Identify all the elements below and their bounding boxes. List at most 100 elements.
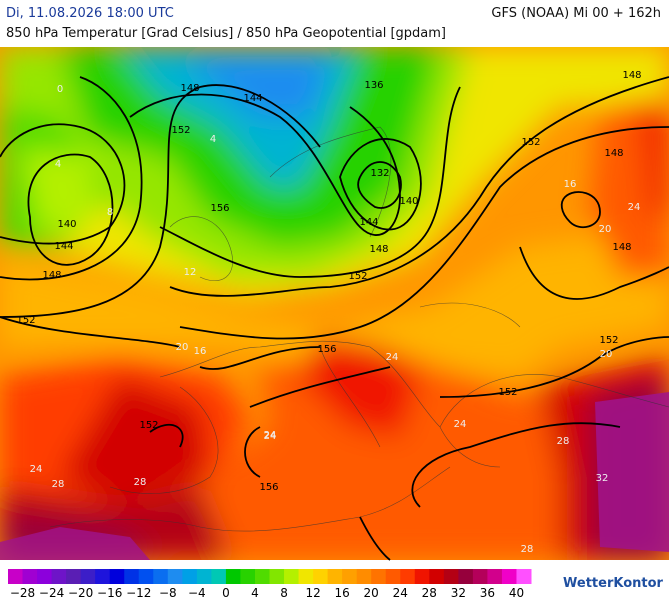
colorbar-label: −8 bbox=[159, 586, 177, 600]
coastlines bbox=[49, 126, 669, 532]
datetime: Di, 11.08.2026 18:00 UTC bbox=[6, 6, 174, 21]
colorbar-swatch bbox=[240, 569, 256, 584]
colorbar-swatch bbox=[254, 569, 270, 584]
contour-label: 136 bbox=[364, 80, 383, 91]
colorbar-swatch bbox=[284, 569, 300, 584]
colorbar-swatch bbox=[501, 569, 517, 584]
isotherm-label: 20 bbox=[599, 224, 612, 235]
isotherm-label: 8 bbox=[107, 207, 113, 218]
colorbar-swatch bbox=[138, 569, 154, 584]
isotherm-label: 28 bbox=[52, 479, 65, 490]
colorbar-swatch bbox=[8, 569, 24, 584]
colorbar-swatch bbox=[414, 569, 430, 584]
colorbar-swatch bbox=[371, 569, 387, 584]
colorbar-swatch bbox=[109, 569, 125, 584]
isotherm-label: 0 bbox=[57, 84, 63, 95]
colorbar-label: −24 bbox=[39, 586, 64, 600]
contour-label: 152 bbox=[171, 125, 190, 136]
isotherm-label: 24 bbox=[264, 431, 277, 442]
isotherm-label: 24 bbox=[454, 419, 467, 430]
contour-label: 156 bbox=[210, 203, 229, 214]
model-run: GFS (NOAA) Mi 00 + 162h bbox=[491, 6, 661, 21]
colorbar-swatch bbox=[269, 569, 285, 584]
contour-label: 148 bbox=[369, 244, 388, 255]
colorbar-swatch bbox=[472, 569, 488, 584]
isotherm-label: 24 bbox=[628, 202, 641, 213]
map: 148 144 152 140 144 148 152 136 132 140 144 148 152 1… bbox=[0, 47, 669, 561]
colorbar-swatch bbox=[327, 569, 343, 584]
colorbar-swatch bbox=[429, 569, 445, 584]
isotherm-label: 28 bbox=[557, 436, 570, 447]
colorbar-swatch bbox=[443, 569, 459, 584]
colorbar-label: 0 bbox=[222, 586, 230, 600]
contour-label: 152 bbox=[521, 137, 540, 148]
colorbar-swatch bbox=[211, 569, 227, 584]
colorbar-label: 4 bbox=[251, 586, 259, 600]
colorbar-swatch bbox=[225, 569, 241, 584]
isotherm-label: 4 bbox=[210, 134, 216, 145]
contour-label: 144 bbox=[243, 93, 262, 104]
isotherm-label: 12 bbox=[184, 267, 197, 278]
colorbar-swatch bbox=[95, 569, 111, 584]
colorbar-label: 16 bbox=[334, 586, 349, 600]
contour-label: 140 bbox=[399, 196, 418, 207]
colorbar-label: 8 bbox=[280, 586, 288, 600]
colorbar-swatch bbox=[342, 569, 358, 584]
isotherm-label: 16 bbox=[194, 346, 207, 357]
contour-label: 148 bbox=[180, 83, 199, 94]
colorbar-swatch bbox=[298, 569, 314, 584]
colorbar-swatch bbox=[124, 569, 140, 584]
colorbar-label: 24 bbox=[393, 586, 408, 600]
isotherm-label: 28 bbox=[134, 477, 147, 488]
contour-label: 156 bbox=[317, 344, 336, 355]
colorbar-swatch bbox=[51, 569, 67, 584]
colorbar-swatch bbox=[167, 569, 183, 584]
isotherm-label: 16 bbox=[564, 179, 577, 190]
isotherm-label: 24 bbox=[264, 430, 277, 441]
contour-label: 152 bbox=[599, 335, 618, 346]
isotherm-label: 32 bbox=[596, 473, 609, 484]
colorbar-label: 28 bbox=[422, 586, 437, 600]
isotherm-label: 24 bbox=[386, 352, 399, 363]
colorbar-swatch bbox=[516, 569, 532, 584]
colorbar-swatch bbox=[153, 569, 169, 584]
colorbar-label: −12 bbox=[126, 586, 151, 600]
contour-label: 152 bbox=[348, 271, 367, 282]
colorbar: −28 −24 −20 −16 −12 −8 −4 0 4 8 12 16 20 24 28 32 36 40 bbox=[8, 569, 532, 600]
colorbar-label: −4 bbox=[188, 586, 206, 600]
colorbar-label: 40 bbox=[509, 586, 524, 600]
contour-label: 148 bbox=[604, 148, 623, 159]
colorbar-label: −28 bbox=[10, 586, 35, 600]
colorbar-label: 20 bbox=[364, 586, 379, 600]
contour-label: 148 bbox=[612, 242, 631, 253]
colorbar-swatch bbox=[37, 569, 53, 584]
contour-label: 148 bbox=[622, 70, 641, 81]
colorbar-swatch bbox=[487, 569, 503, 584]
isotherm-label: 20 bbox=[176, 342, 189, 353]
contour-label: 152 bbox=[16, 315, 35, 326]
colorbar-swatch bbox=[66, 569, 82, 584]
colorbar-label: 12 bbox=[305, 586, 320, 600]
colorbar-swatch bbox=[196, 569, 212, 584]
geopotential-contours bbox=[0, 76, 669, 561]
contour-label: 156 bbox=[259, 482, 278, 493]
subtitle: 850 hPa Temperatur [Grad Celsius] / 850 … bbox=[6, 26, 447, 41]
isotherm-label: 24 bbox=[30, 464, 43, 475]
colorbar-swatch bbox=[22, 569, 38, 584]
contour-label: 144 bbox=[359, 217, 378, 228]
colorbar-label: 36 bbox=[480, 586, 495, 600]
colorbar-label: −20 bbox=[68, 586, 93, 600]
brand: WetterKontor bbox=[563, 576, 663, 591]
contour-label: 140 bbox=[57, 219, 76, 230]
colorbar-swatch bbox=[385, 569, 401, 584]
colorbar-swatch bbox=[356, 569, 372, 584]
colorbar-swatch bbox=[182, 569, 198, 584]
contour-label: 152 bbox=[139, 420, 158, 431]
contour-label: 132 bbox=[370, 168, 389, 179]
colorbar-label: 32 bbox=[451, 586, 466, 600]
colorbar-swatch bbox=[80, 569, 96, 584]
contour-label: 148 bbox=[42, 270, 61, 281]
contour-label: 144 bbox=[54, 241, 73, 252]
colorbar-swatch bbox=[458, 569, 474, 584]
